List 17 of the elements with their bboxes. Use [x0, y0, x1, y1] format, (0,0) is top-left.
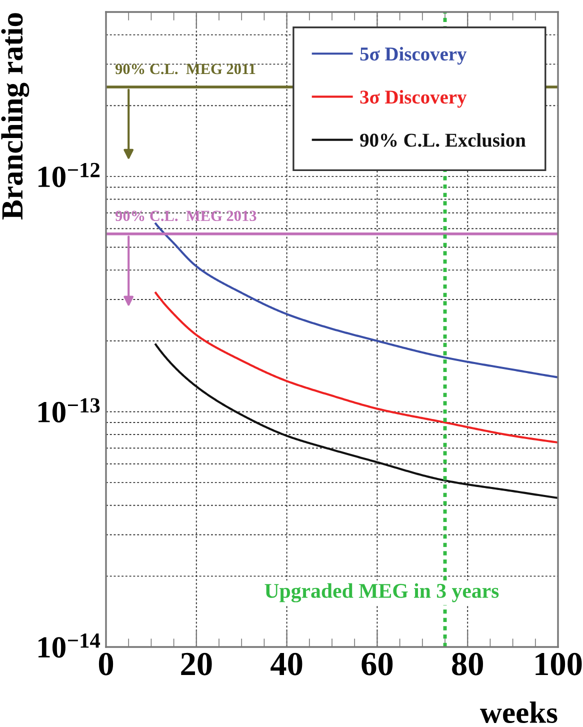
ref-line-label: 90% C.L. MEG 2011: [115, 64, 256, 74]
x-tick-label: 100: [536, 652, 582, 676]
x-tick-label: 60: [362, 652, 393, 676]
x-axis-title: weeks: [480, 702, 558, 724]
x-tick-label: 0: [98, 652, 114, 676]
ref-line-label: Upgraded MEG in 3 years: [264, 583, 499, 602]
x-tick-label: 40: [270, 652, 302, 676]
legend-label: 3σ Discovery: [360, 90, 467, 108]
y-tick-label: 10$^{−13}$: [38, 398, 100, 422]
legend-label: 5σ Discovery: [360, 46, 467, 65]
ref-line-label: 90% C.L. MEG 2013: [115, 210, 256, 222]
y-tick-label: 10$^{−14}$: [38, 633, 100, 658]
legend-label: 90% C.L. Exclusion: [360, 133, 526, 147]
y-tick-label: 10$^{−12}$: [38, 162, 100, 188]
x-tick-label: 20: [181, 652, 212, 676]
y-axis-title: Branching ratio: [1, 13, 30, 220]
x-tick-label: 80: [452, 652, 483, 676]
